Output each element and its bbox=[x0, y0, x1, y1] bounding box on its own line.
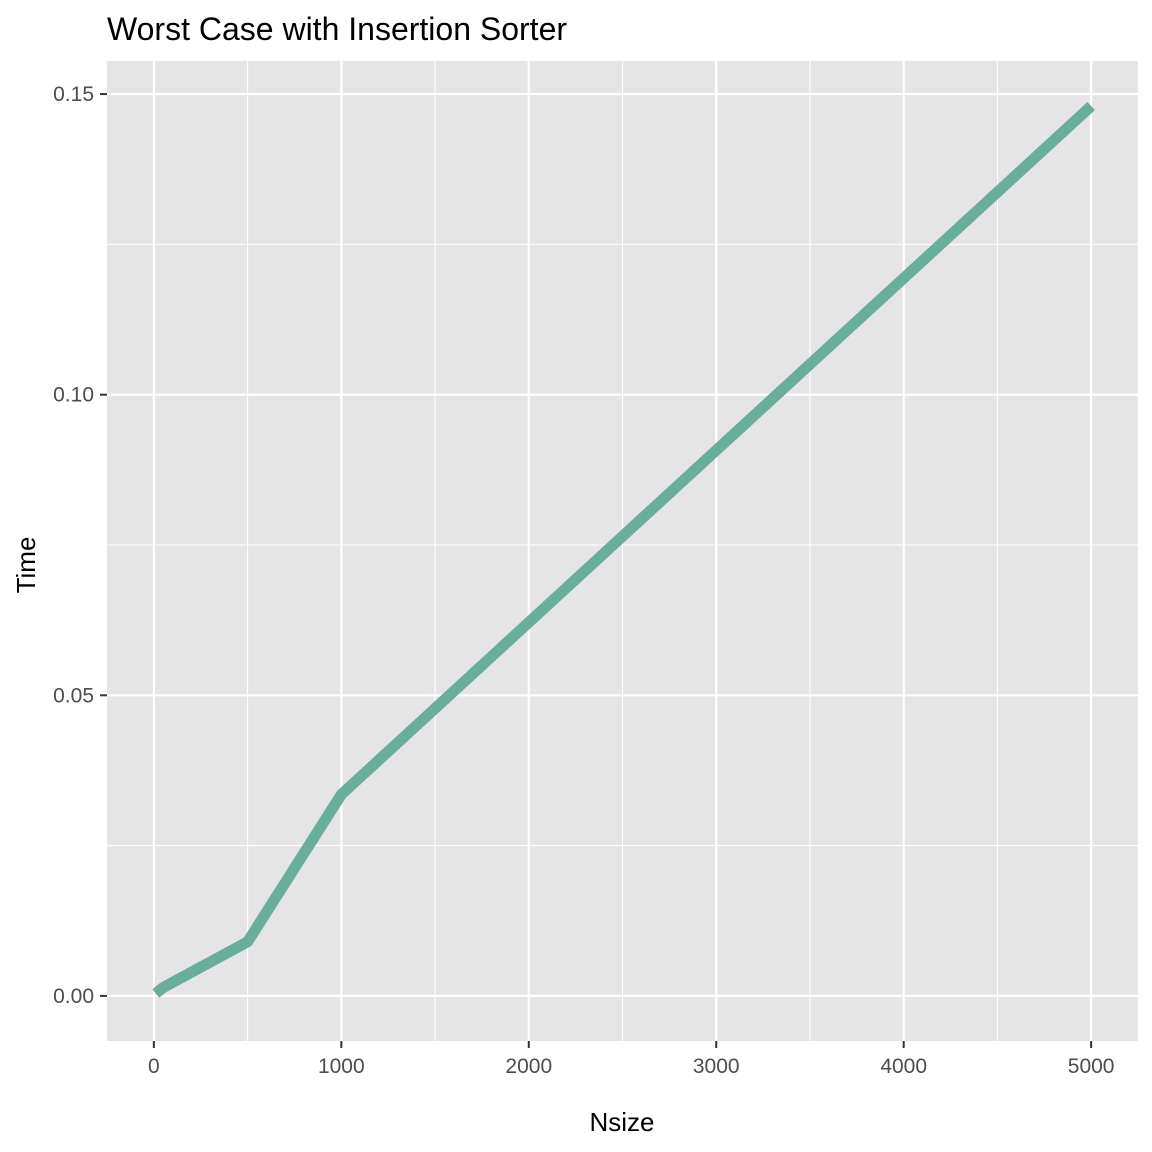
y-tick-label: 0.15 bbox=[53, 83, 94, 106]
y-tick-label: 0.05 bbox=[53, 684, 94, 707]
chart-title: Worst Case with Insertion Sorter bbox=[107, 11, 567, 47]
x-tick-label: 0 bbox=[148, 1055, 160, 1078]
x-tick-label: 4000 bbox=[880, 1055, 927, 1078]
x-tick-label: 5000 bbox=[1068, 1055, 1115, 1078]
y-tick-label: 0.10 bbox=[53, 384, 94, 407]
x-tick-label: 3000 bbox=[693, 1055, 740, 1078]
y-axis-label: Time bbox=[11, 537, 41, 594]
x-tick-label: 1000 bbox=[318, 1055, 365, 1078]
x-axis-label: Nsize bbox=[589, 1107, 654, 1137]
grid-minor bbox=[107, 61, 1138, 1041]
grid-major bbox=[107, 61, 1138, 1041]
x-tick-label: 2000 bbox=[505, 1055, 552, 1078]
y-axis: 0.00 0.05 0.10 0.15 bbox=[53, 83, 107, 1008]
x-axis: 0 1000 2000 3000 4000 5000 bbox=[148, 1041, 1114, 1078]
y-tick-label: 0.00 bbox=[53, 985, 94, 1008]
series-layer bbox=[152, 102, 1095, 998]
